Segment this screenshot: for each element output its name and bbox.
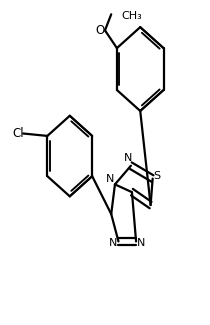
Text: CH₃: CH₃ [122,11,142,21]
Text: N: N [106,174,115,184]
Text: N: N [124,153,132,163]
Text: S: S [154,171,161,181]
Text: N: N [137,238,146,248]
Text: Cl: Cl [12,127,24,140]
Text: N: N [109,238,117,248]
Text: O: O [95,24,104,37]
